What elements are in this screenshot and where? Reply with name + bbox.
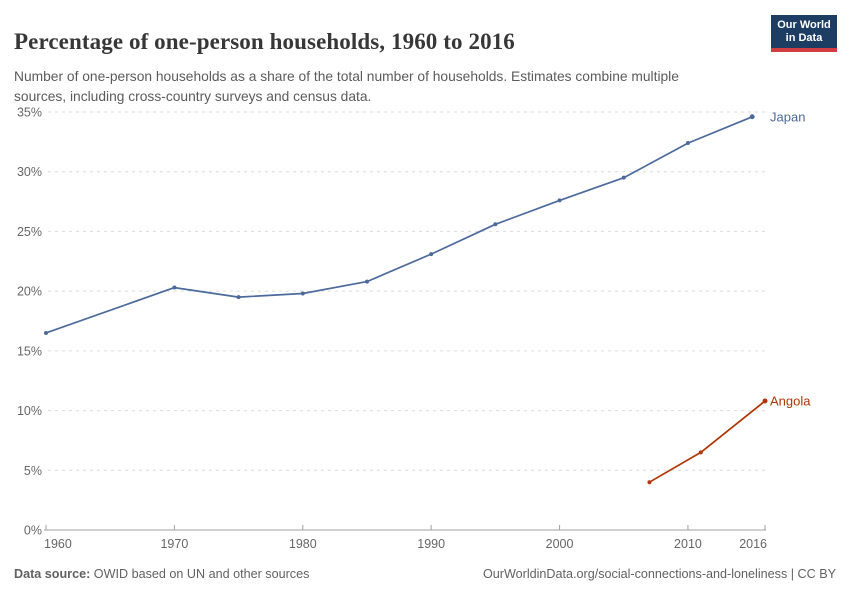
japan-point-1995 <box>493 222 498 227</box>
japan-series-label: Japan <box>770 109 805 124</box>
angola-point-2007 <box>647 480 652 485</box>
x-tick-label: 1970 <box>160 537 188 551</box>
japan-line <box>45 116 753 334</box>
y-tick-label: 5% <box>24 464 42 478</box>
japan-point-1970 <box>172 285 177 290</box>
data-source-note: Data source: OWID based on UN and other … <box>14 567 309 581</box>
y-tick-label: 30% <box>17 165 42 179</box>
owid-logo-line2: in Data <box>785 32 823 44</box>
japan-point-1980 <box>300 291 305 296</box>
japan-series: Japan <box>44 109 805 335</box>
y-tick-label: 20% <box>17 285 42 299</box>
y-tick-label: 0% <box>24 524 42 538</box>
japan-point-2010 <box>685 141 690 146</box>
x-tick-label: 1960 <box>44 537 72 551</box>
chart-footer: Data source: OWID based on UN and other … <box>14 567 836 581</box>
x-tick-label: 1980 <box>289 537 317 551</box>
japan-point-2005 <box>621 175 626 180</box>
japan-point-1975 <box>236 295 241 300</box>
y-tick-label: 25% <box>17 225 42 239</box>
y-tick-label: 35% <box>17 106 42 120</box>
japan-point-1990 <box>429 252 434 257</box>
owid-logo-line1: Our World <box>777 19 831 31</box>
japan-point-1960 <box>44 330 48 335</box>
japan-point-2000 <box>557 198 562 203</box>
page-title: Percentage of one-person households, 196… <box>14 29 515 55</box>
angola-point-2016 <box>762 398 768 404</box>
angola-series-label: Angola <box>770 394 811 409</box>
angola-point-2011 <box>698 450 703 455</box>
data-source-text: OWID based on UN and other sources <box>90 567 310 581</box>
data-source-label: Data source: <box>14 567 91 581</box>
owid-logo: Our World in Data <box>771 15 837 52</box>
line-chart: 0% 5% 10% 15% 20% 25% 30% 35% 1960 1970 1980 1990 20… <box>17 106 811 552</box>
x-tick-label: 2010 <box>674 537 702 551</box>
japan-point-2015 <box>749 114 755 120</box>
angola-series: Angola <box>647 394 811 485</box>
y-tick-label: 10% <box>17 404 42 418</box>
x-tick-label: 2016 <box>739 537 767 551</box>
chart-subtitle: Number of one-person households as a sha… <box>14 68 679 105</box>
x-tick-label: 1990 <box>417 537 445 551</box>
citation-license: OurWorldinData.org/social-connections-an… <box>482 567 836 581</box>
y-tick-label: 15% <box>17 344 42 358</box>
japan-point-1985 <box>364 279 369 284</box>
x-tick-label: 2000 <box>546 537 574 551</box>
